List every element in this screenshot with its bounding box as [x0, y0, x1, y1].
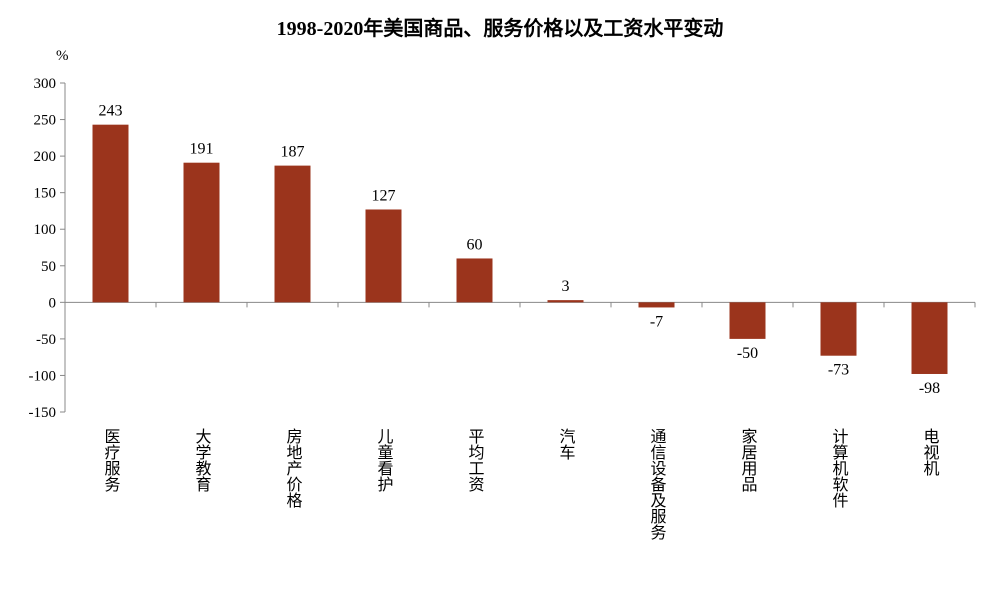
bar [729, 302, 766, 339]
bar [456, 258, 493, 303]
bar [274, 165, 311, 303]
y-tick-label: 250 [34, 113, 57, 129]
y-tick-label: 0 [49, 295, 57, 311]
data-label: 60 [467, 236, 483, 253]
data-label: 191 [190, 141, 214, 158]
category-label: 汽车 [556, 428, 576, 460]
y-tick-label: 150 [34, 186, 57, 202]
bar [911, 302, 948, 374]
y-tick-label: 50 [41, 259, 56, 275]
bar [820, 302, 857, 356]
data-label: -73 [828, 362, 849, 379]
bar [547, 300, 584, 303]
y-tick-label: 200 [34, 149, 57, 165]
data-label: 243 [99, 103, 123, 120]
bar [92, 124, 129, 303]
category-label: 家居用品 [738, 428, 758, 492]
bar [638, 302, 675, 308]
y-tick-label: -50 [36, 332, 56, 348]
category-label: 平均工资 [465, 428, 485, 492]
category-label: 医疗服务 [101, 428, 121, 492]
category-label: 儿童看护 [374, 428, 394, 492]
category-label: 通信设备及服务 [647, 428, 667, 540]
data-label: 3 [562, 278, 570, 295]
y-tick-label: -150 [29, 405, 57, 421]
data-label: 127 [372, 187, 396, 204]
y-tick-label: 300 [34, 76, 57, 92]
category-label: 房地产价格 [283, 428, 303, 508]
y-tick-label: 100 [34, 222, 57, 238]
category-label: 大学教育 [192, 428, 212, 492]
data-label: -98 [919, 380, 940, 397]
bar [365, 209, 402, 303]
category-label: 计算机软件 [829, 428, 849, 508]
chart-title: 1998-2020年美国商品、服务价格以及工资水平变动 [276, 18, 724, 40]
y-axis-label: % [56, 48, 69, 64]
category-label: 电视机 [920, 428, 940, 476]
bar [183, 162, 220, 303]
y-tick-label: -100 [29, 368, 57, 384]
data-label: -7 [650, 313, 663, 330]
data-label: -50 [737, 345, 758, 362]
data-label: 187 [281, 144, 305, 161]
